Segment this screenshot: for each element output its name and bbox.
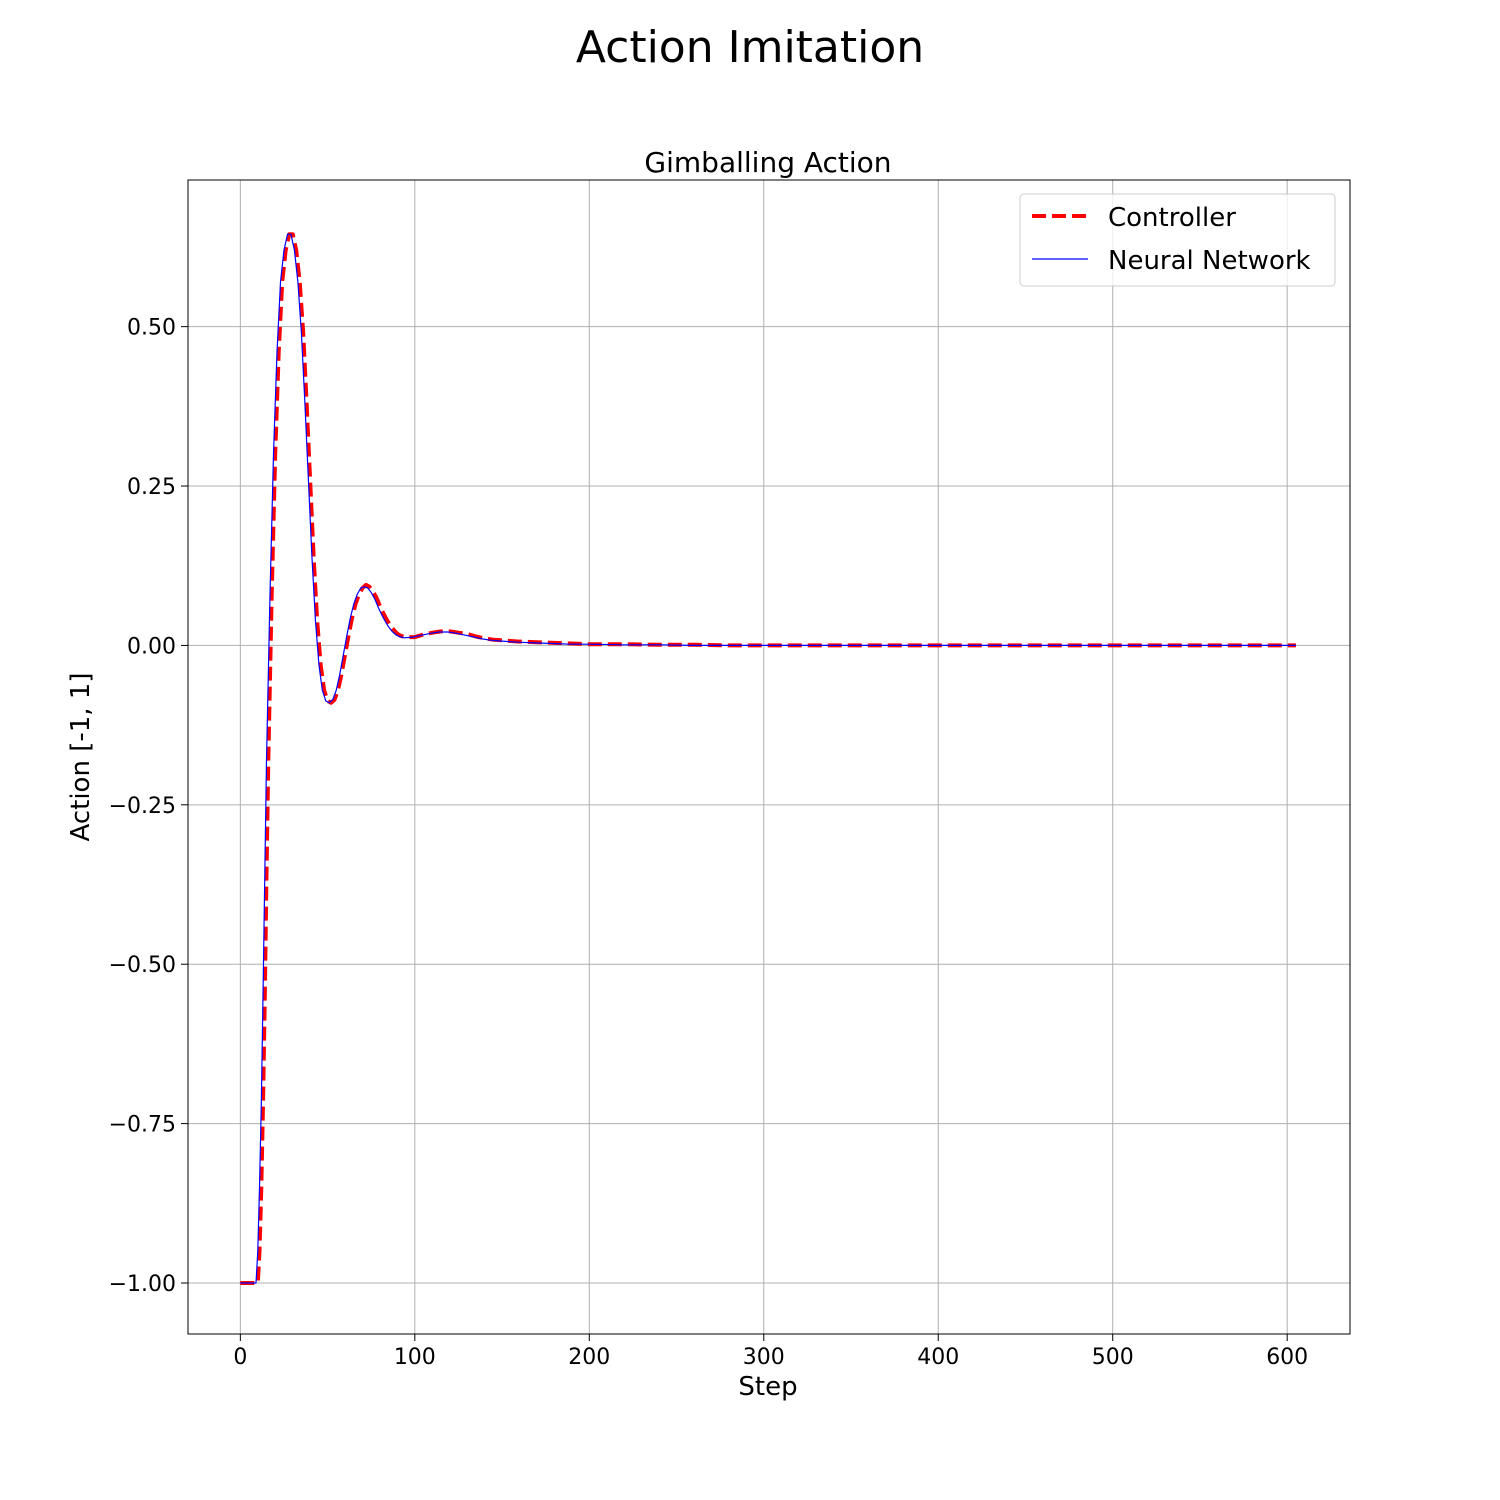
y-tick-label: 0.00	[127, 634, 176, 659]
y-tick-label: −0.25	[109, 794, 176, 819]
y-axis-label: Action [-1, 1]	[66, 673, 96, 842]
legend: Controller Neural Network	[1019, 193, 1336, 287]
tick-layer: 0 100 200 300 400 500 600 0.50 0.25 0.00 −0.25 −0.5…	[109, 316, 1309, 1370]
y-tick-label: −0.75	[109, 1113, 176, 1138]
x-tick-label: 200	[568, 1345, 610, 1370]
y-tick-label: −0.50	[109, 953, 176, 978]
series-layer	[240, 232, 1296, 1285]
legend-box	[1019, 193, 1336, 287]
x-tick-label: 300	[743, 1345, 785, 1370]
legend-controller-label: Controller	[1108, 203, 1236, 233]
y-tick-label: 0.50	[127, 316, 176, 341]
x-axis-label: Step	[738, 1372, 797, 1402]
x-tick-label: 100	[394, 1345, 436, 1370]
x-tick-label: 500	[1092, 1345, 1134, 1370]
grid-layer	[188, 180, 1350, 1334]
series-line-neural-network	[240, 233, 1296, 1284]
x-tick-label: 400	[917, 1345, 959, 1370]
y-tick-label: −1.00	[109, 1272, 176, 1297]
x-tick-label: 0	[233, 1345, 247, 1370]
series-line-controller	[240, 232, 1296, 1285]
y-tick-label: 0.25	[127, 475, 176, 500]
figure-suptitle: Action Imitation	[575, 22, 925, 73]
x-tick-label: 600	[1266, 1345, 1308, 1370]
legend-neural-network-label: Neural Network	[1108, 246, 1311, 276]
plot-frame	[187, 179, 1351, 1335]
plot-title: Gimballing Action	[644, 146, 891, 179]
